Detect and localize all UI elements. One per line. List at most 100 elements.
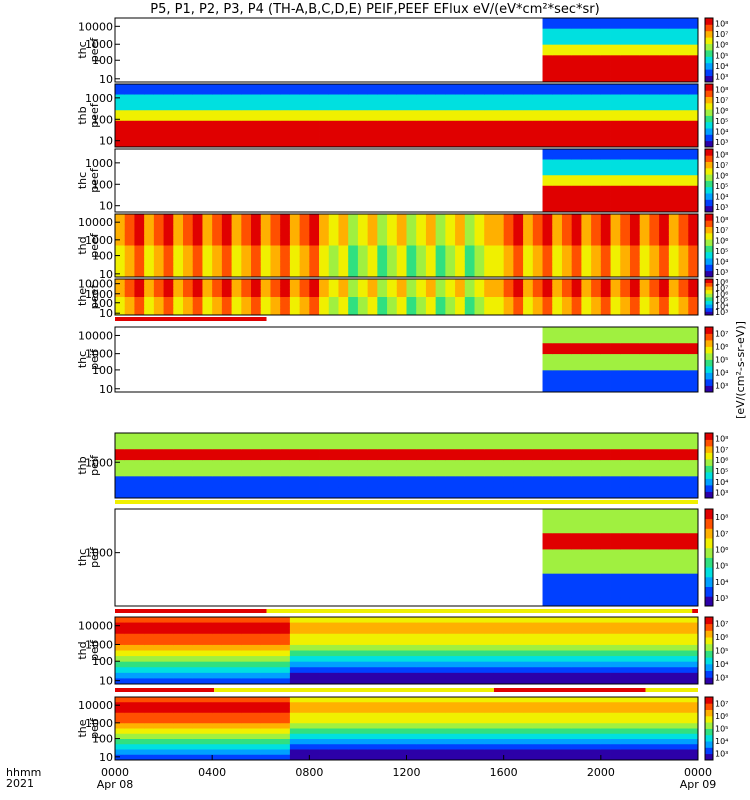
panel-ylabel-probe: thc [76, 351, 89, 368]
colorbar-tick-label: 10⁴ [715, 127, 728, 136]
panel-frame [114, 326, 699, 393]
ytick-label: 100 [92, 54, 113, 67]
panel-ylabel-product: peif [88, 454, 101, 476]
colorbar-tick-label: 10⁴ [715, 62, 728, 71]
panel-frame [114, 432, 699, 499]
colorbar-tick-label: 10³ [715, 203, 728, 212]
ytick-label: 1000 [85, 38, 113, 51]
time-tick-label: 1600 [490, 766, 518, 779]
colorbar-tick-label: 10⁵ [715, 725, 728, 734]
panel-ylabel-probe: the [76, 719, 89, 737]
colorbar-tick-label: 10⁴ [715, 578, 728, 587]
spacecraft-status-bar-5 [115, 688, 698, 692]
page-title: P5, P1, P2, P3, P4 (TH-A,B,C,D,E) PEIF,P… [150, 2, 600, 17]
time-row-label-year: 2021 [6, 777, 34, 790]
ytick-label: 10 [99, 383, 113, 396]
colorbar-tick-label: 10⁴ [715, 257, 728, 266]
panel-ylabel-product: peif [88, 546, 101, 568]
panel-ylabel-probe: thc [76, 549, 89, 566]
ytick-label: 1000 [85, 288, 113, 301]
colorbar-tick-label: 10⁴ [715, 478, 728, 487]
panel-ylabel-product: peef [88, 232, 101, 258]
colorbar-tick-label: 10⁴ [715, 660, 728, 669]
time-tick-label: 0800 [295, 766, 323, 779]
colorbar-tick-label: 10⁷ [715, 620, 728, 629]
colorbar-tick-label: 10⁷ [715, 226, 728, 235]
ytick-label: 10 [99, 135, 113, 148]
colorbar-tick-label: 10⁵ [715, 182, 728, 191]
time-row-label-hhmm: hhmm [6, 766, 42, 779]
ytick-label: 1000 [85, 157, 113, 170]
panel-frame [114, 278, 699, 316]
colorbar-tick-label: 10⁸ [715, 513, 728, 522]
colorbar-tick-label: 10⁵ [715, 562, 728, 571]
colorbar-tick-label: 10⁵ [715, 117, 728, 126]
panel-ylabel-probe: thb [76, 106, 89, 124]
colorbar-tick-label: 10⁶ [715, 290, 728, 299]
ytick-label: 10000 [78, 699, 113, 712]
spacecraft-status-bar-2 [115, 322, 698, 326]
ytick-label: 1000 [85, 348, 113, 361]
time-tick-label: 0000 [101, 766, 129, 779]
panel-ylabel-product: peif [88, 348, 101, 370]
panel-ylabel-product: peef [88, 167, 101, 193]
panel-ylabel-product: peef [88, 37, 101, 63]
panel-frame [114, 17, 699, 83]
colorbar-tick-label: 10⁶ [715, 171, 728, 180]
colorbar-tick-label: 10³ [715, 673, 728, 682]
colorbar-tick-label: 10⁷ [715, 529, 728, 538]
colorbar-tick-label: 10³ [715, 750, 728, 759]
panel-frame [114, 148, 699, 213]
date-label: Apr 09 [680, 778, 717, 791]
colorbar-tick-label: 10⁶ [715, 106, 728, 115]
colorbar-tick-label: 10⁶ [715, 343, 728, 352]
colorbar-tick-label: 10⁶ [715, 456, 728, 465]
colorbar-tick-label: 10⁴ [715, 192, 728, 201]
date-label: Apr 08 [97, 778, 134, 791]
colorbar-tick-label: 10⁸ [715, 215, 728, 224]
panel-ylabel-probe: thd [76, 641, 89, 659]
ytick-label: 10 [99, 307, 113, 320]
ytick-label: 1000 [85, 638, 113, 651]
ytick-label: 10 [99, 751, 113, 764]
ytick-label: 100 [92, 364, 113, 377]
status-bars-layer [115, 317, 698, 692]
ytick-label: 10000 [78, 216, 113, 229]
colorbar-tick-label: 10³ [715, 73, 728, 82]
ytick-label: 10 [99, 73, 113, 86]
colorbar-tick-label: 10³ [715, 268, 728, 277]
panel-frame [114, 508, 699, 607]
colorbar-tick-label: 10⁵ [715, 296, 728, 305]
panel-frame [114, 83, 699, 148]
ytick-label: 1000 [85, 234, 113, 247]
colorbar-10: 10³ 10⁴ 10⁵ 10⁶ 10⁷ [704, 696, 728, 761]
ytick-label: 100 [92, 250, 113, 263]
spacecraft-status-bar-3 [115, 500, 698, 504]
ytick-label: 10 [99, 675, 113, 688]
colorbar-tick-label: 10⁷ [715, 161, 728, 170]
spectrogram-panel-9: thd peif 10 100 1000 10000 10³ 10⁴ 10⁵ 10⁶ 10⁷ [76, 616, 728, 688]
panel-ylabel-probe: thd [76, 236, 89, 254]
colorbar-7: 10³ 10⁴ 10⁵ 10⁶ 10⁷ 10⁸ [704, 432, 728, 499]
colorbar-tick-label: 10⁵ [715, 356, 728, 365]
spacecraft-status-bar-1 [115, 317, 698, 321]
colorbar-tick-label: 10⁴ [715, 737, 728, 746]
colorbar-tick-label: 10⁵ [715, 247, 728, 256]
colorbar-9: 10³ 10⁴ 10⁵ 10⁶ 10⁷ [704, 616, 728, 685]
colorbar-tick-label: 10⁶ [715, 712, 728, 721]
colorbar-tick-label: 10⁷ [715, 445, 728, 454]
ytick-label: 100 [92, 733, 113, 746]
colorbar-tick-label: 10⁸ [715, 434, 728, 443]
colorbar-tick-label: 10⁵ [715, 467, 728, 476]
spectrogram-panel-6: thc peif 10 100 1000 10000 10³ 10⁴ 10⁵ 10⁶ 10⁷ [76, 326, 728, 396]
panel-ylabel-probe: thc [76, 41, 89, 58]
